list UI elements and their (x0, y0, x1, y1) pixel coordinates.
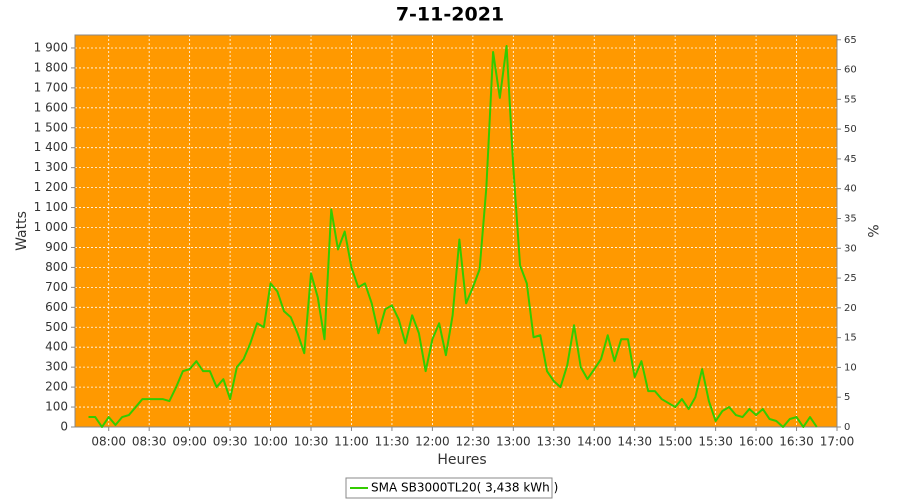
x-tick-label: 12:00 (415, 435, 450, 449)
y2-tick-label: 40 (844, 184, 857, 195)
x-tick-label: 13:30 (536, 435, 571, 449)
x-tick-label: 10:00 (253, 435, 288, 449)
x-tick-label: 17:00 (820, 435, 855, 449)
y-tick-label: 400 (45, 340, 68, 354)
y2-tick-label: 10 (844, 362, 857, 373)
y-tick-label: 900 (45, 240, 68, 254)
y2-tick-label: 35 (844, 213, 857, 224)
y-tick-label: 1 300 (34, 160, 68, 174)
y2-tick-label: 50 (844, 124, 857, 135)
y-tick-label: 0 (60, 420, 68, 434)
x-tick-label: 09:30 (213, 435, 248, 449)
y-tick-label: 1 700 (34, 80, 68, 94)
x-tick-label: 12:30 (456, 435, 491, 449)
y-tick-label: 700 (45, 280, 68, 294)
y-tick-label: 1 200 (34, 180, 68, 194)
y-tick-label: 1 800 (34, 60, 68, 74)
y2-tick-label: 20 (844, 303, 857, 314)
y-tick-label: 1 100 (34, 200, 68, 214)
plot-border (74, 34, 838, 428)
y-tick-label: 600 (45, 300, 68, 314)
y2-tick-label: 45 (844, 154, 857, 165)
x-tick-label: 11:00 (334, 435, 369, 449)
y2-tick-label: 5 (844, 392, 850, 403)
x-tick-label: 08:00 (91, 435, 126, 449)
legend-box (345, 477, 553, 499)
y2-tick-label: 60 (844, 65, 857, 76)
plot-background (75, 35, 837, 427)
x-tick-label: 14:30 (617, 435, 652, 449)
y-tick-label: 1 600 (34, 100, 68, 114)
x-tick-label: 15:30 (698, 435, 733, 449)
y-tick-label: 100 (45, 400, 68, 414)
y-tick-label: 1 500 (34, 120, 68, 134)
chart-title: 7-11-2021 (396, 4, 504, 26)
y2-tick-label: 25 (844, 273, 857, 284)
y-tick-label: 1 400 (34, 140, 68, 154)
y-tick-label: 500 (45, 320, 68, 334)
x-tick-label: 11:30 (375, 435, 410, 449)
x-axis-label: Heures (437, 452, 486, 468)
y-tick-label: 1 900 (34, 40, 68, 54)
x-tick-label: 13:00 (496, 435, 531, 449)
y-tick-label: 1 000 (34, 220, 68, 234)
y-tick-label: 200 (45, 380, 68, 394)
x-tick-label: 15:00 (658, 435, 693, 449)
x-tick-label: 10:30 (294, 435, 329, 449)
y2-tick-label: 65 (844, 35, 857, 46)
x-tick-label: 09:00 (172, 435, 207, 449)
y2-tick-label: 30 (844, 243, 857, 254)
legend-label: SMA SB3000TL20( 3,438 kWh ) (371, 481, 558, 495)
y2-axis-label: % (864, 224, 880, 237)
x-tick-label: 16:30 (779, 435, 814, 449)
y2-tick-label: 15 (844, 333, 857, 344)
x-tick-label: 14:00 (577, 435, 612, 449)
y-tick-label: 300 (45, 360, 68, 374)
y-tick-label: 800 (45, 260, 68, 274)
y-axis-label: Watts (14, 211, 30, 251)
x-tick-label: 08:30 (132, 435, 167, 449)
y2-tick-label: 55 (844, 94, 857, 105)
y2-tick-label: 0 (844, 422, 850, 433)
series-line (88, 44, 818, 428)
x-tick-label: 16:00 (739, 435, 774, 449)
